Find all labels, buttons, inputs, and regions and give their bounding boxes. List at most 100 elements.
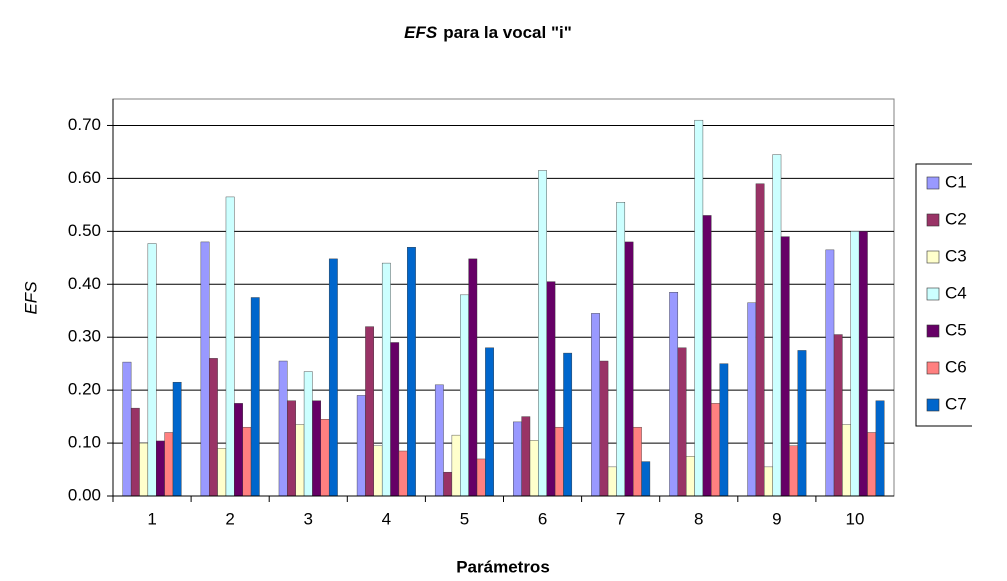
bar [529,440,539,497]
bar [833,334,843,497]
x-tick-label: 1 [147,509,156,528]
bar [398,450,408,497]
legend-swatch [926,361,940,375]
bar [250,297,260,497]
bar [328,258,338,497]
y-tick-label: 0.40 [68,274,101,293]
bar [303,371,313,497]
bar [711,403,720,497]
bar [772,154,782,497]
bar [139,442,149,497]
x-tick-label: 3 [304,509,313,528]
bar [443,471,453,497]
bar [234,403,243,497]
bar [460,294,469,497]
x-tick-label: 5 [460,509,469,528]
legend-label: C1 [945,172,967,191]
bar [789,445,798,497]
bar [858,231,868,497]
bar [616,202,626,497]
legend-swatch [926,213,940,227]
legend-label: C2 [945,209,967,228]
bar [521,416,531,497]
legend-label: C4 [945,283,967,302]
bar [122,361,132,497]
y-tick-label: 0.20 [68,380,101,399]
x-tick-label: 10 [845,509,864,528]
legend-label: C7 [945,394,967,413]
bar [373,445,383,497]
y-tick-label: 0.30 [68,327,101,346]
y-tick-label: 0.50 [68,221,101,240]
y-tick-label: 0.70 [68,115,101,134]
bar [633,426,642,497]
x-axis-label: Parámetros [456,557,550,576]
legend-label: C6 [945,357,967,376]
bar [225,196,235,497]
bar [476,458,486,497]
bar [407,247,416,497]
bar [156,440,165,497]
bar [825,249,835,497]
y-tick-label: 0.00 [68,485,101,504]
bar [599,360,609,497]
bar [390,342,400,497]
bar [546,281,556,497]
legend-swatch [926,398,940,412]
bar [312,400,322,497]
bar [278,360,288,497]
bar [485,347,494,497]
legend-label: C5 [945,320,967,339]
bar [468,258,478,497]
x-tick-label: 7 [616,509,625,528]
bar [356,395,366,497]
bar [200,241,210,497]
bar [365,326,374,497]
bar [217,448,227,497]
bar [747,302,757,497]
bar [850,231,860,497]
legend-label: C3 [945,246,967,265]
bar [764,466,773,497]
bar [381,262,391,497]
bar [719,363,729,497]
bar [755,183,765,497]
legend-swatch [926,324,940,338]
bar [130,407,140,497]
bar [677,347,687,497]
legend-swatch [926,176,940,190]
x-tick-label: 2 [225,509,234,528]
legend: C1 C2 C3 C4 C5 C6 C7 [915,163,972,427]
bar [513,421,522,497]
legend-swatch [926,287,940,301]
bar [538,170,547,497]
bar [780,236,790,497]
bar [242,426,252,497]
y-tick-label: 0.10 [68,433,101,452]
x-tick-label: 6 [538,509,547,528]
bar [451,434,461,497]
bar [147,243,157,497]
y-tick-label: 0.60 [68,168,101,187]
y-axis-label: EFS [21,281,40,315]
bar [867,432,877,497]
bar [164,432,174,497]
bar [209,358,218,497]
bar [295,424,305,497]
bar [842,424,851,497]
bar [685,456,695,497]
x-tick-label: 4 [382,509,391,528]
bar [320,419,330,497]
bar [797,350,807,497]
bar [694,119,704,497]
title-text: para la vocal "i" [443,23,572,42]
bar [669,292,679,497]
legend-box [915,163,972,427]
x-tick-label: 8 [694,509,703,528]
bar [607,466,617,497]
bar [641,461,651,497]
bar [624,241,634,497]
bar [554,426,564,497]
bar [702,215,712,497]
